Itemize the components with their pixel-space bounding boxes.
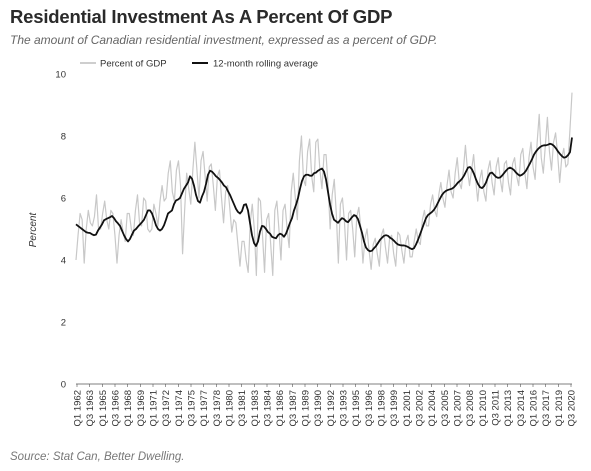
x-tick-label: Q1 1992 (326, 390, 337, 426)
x-tick-label: Q3 2011 (491, 390, 502, 426)
legend-label-rolling-average: 12-month rolling average (213, 59, 318, 70)
x-tick-label: Q1 1962 (73, 390, 84, 426)
x-tick-label: Q3 1966 (111, 390, 122, 426)
x-tick-label: Q3 1963 (85, 390, 96, 426)
x-tick-label: Q1 1995 (351, 390, 362, 426)
x-tick-label: Q1 2019 (554, 390, 565, 426)
chart-title: Residential Investment As A Percent Of G… (10, 6, 393, 27)
series-line-percent-of-gdp (75, 92, 573, 277)
x-tick-label: Q1 2001 (402, 390, 413, 426)
x-tick-label: Q1 1971 (149, 390, 160, 426)
x-tick-label: Q1 2004 (427, 390, 438, 426)
x-tick-label: Q3 1972 (161, 390, 172, 426)
x-tick-label: Q3 1978 (212, 390, 223, 426)
x-tick-label: Q1 1983 (250, 390, 261, 426)
chart-source: Source: Stat Can, Better Dwelling. (10, 451, 185, 463)
line-chart: Percent of GDP 12-month rolling average … (28, 59, 578, 427)
x-tick-label: Q3 1996 (364, 390, 375, 426)
x-tick-label: Q3 1999 (389, 390, 400, 426)
x-tick-label: Q1 1974 (174, 390, 185, 426)
y-tick-label: 10 (55, 70, 66, 81)
x-tick-label: Q3 1984 (263, 390, 274, 426)
x-tick-label: Q1 1965 (98, 390, 109, 426)
x-tick-label: Q1 1989 (301, 390, 312, 426)
x-tick-label: Q1 1977 (199, 390, 210, 426)
x-tick-label: Q3 2005 (440, 390, 451, 426)
x-tick-label: Q3 2002 (415, 390, 426, 426)
y-tick-label: 4 (61, 256, 66, 267)
legend: Percent of GDP 12-month rolling average (80, 59, 318, 70)
x-tick-label: Q3 1975 (187, 390, 198, 426)
chart-subtitle: The amount of Canadian residential inves… (10, 33, 438, 47)
x-tick-label: Q3 1981 (237, 390, 248, 426)
x-tick-label: Q3 2020 (567, 390, 578, 426)
x-tick-label: Q3 2008 (465, 390, 476, 426)
y-axis: 0 2 4 6 8 10 (55, 70, 66, 391)
y-tick-label: 0 (61, 380, 66, 391)
x-tick-label: Q3 2017 (541, 390, 552, 426)
x-tick-label: Q1 2013 (503, 390, 514, 426)
x-tick-label: Q3 1969 (136, 390, 147, 426)
x-tick-label: Q1 1968 (123, 390, 134, 426)
y-tick-label: 6 (61, 194, 66, 205)
x-tick-label: Q1 1998 (377, 390, 388, 426)
x-tick-label: Q1 1986 (275, 390, 286, 426)
x-tick-label: Q1 1980 (225, 390, 236, 426)
x-tick-label: Q1 2016 (529, 390, 540, 426)
x-tick-label: Q1 2010 (478, 390, 489, 426)
y-tick-label: 8 (61, 132, 66, 143)
x-tick-label: Q3 1987 (288, 390, 299, 426)
y-axis-label: Percent (28, 212, 39, 248)
x-tick-label: Q3 1990 (313, 390, 324, 426)
x-tick-label: Q1 2007 (453, 390, 464, 426)
x-tick-label: Q3 1993 (339, 390, 350, 426)
x-axis: Q1 1962 Q3 1963 Q1 1965 Q3 1966 Q1 1968 Q3 19… (73, 384, 578, 426)
x-tick-label: Q3 2014 (516, 390, 527, 426)
series-line-rolling-average (75, 137, 573, 253)
series-layer (75, 92, 573, 277)
legend-label-percent-of-gdp: Percent of GDP (100, 59, 167, 70)
y-tick-label: 2 (61, 318, 66, 329)
